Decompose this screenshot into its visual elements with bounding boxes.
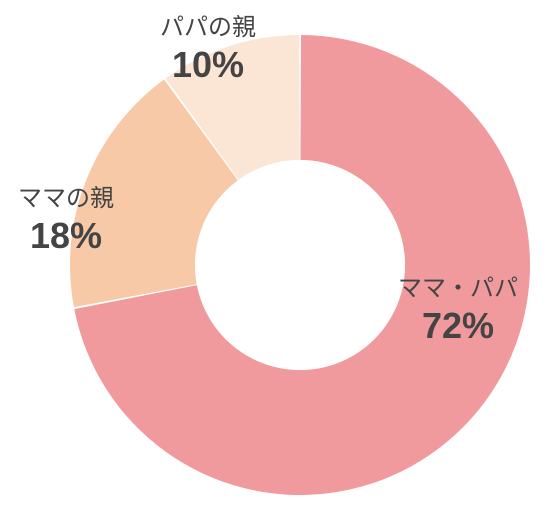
segment-label-1: ママの親 18% — [18, 185, 114, 257]
donut-hole — [195, 160, 405, 370]
segment-label-2: パパの親 10% — [160, 14, 256, 86]
segment-label-0: ママ・パパ 72% — [398, 275, 518, 347]
segment-name: パパの親 — [160, 14, 256, 43]
segment-value: 72% — [398, 304, 518, 347]
segment-value: 18% — [18, 214, 114, 257]
segment-value: 10% — [160, 43, 256, 86]
donut-svg — [0, 0, 559, 525]
segment-name: ママの親 — [18, 185, 114, 214]
segment-name: ママ・パパ — [398, 275, 518, 304]
donut-chart: ママ・パパ 72% ママの親 18% パパの親 10% — [0, 0, 559, 525]
